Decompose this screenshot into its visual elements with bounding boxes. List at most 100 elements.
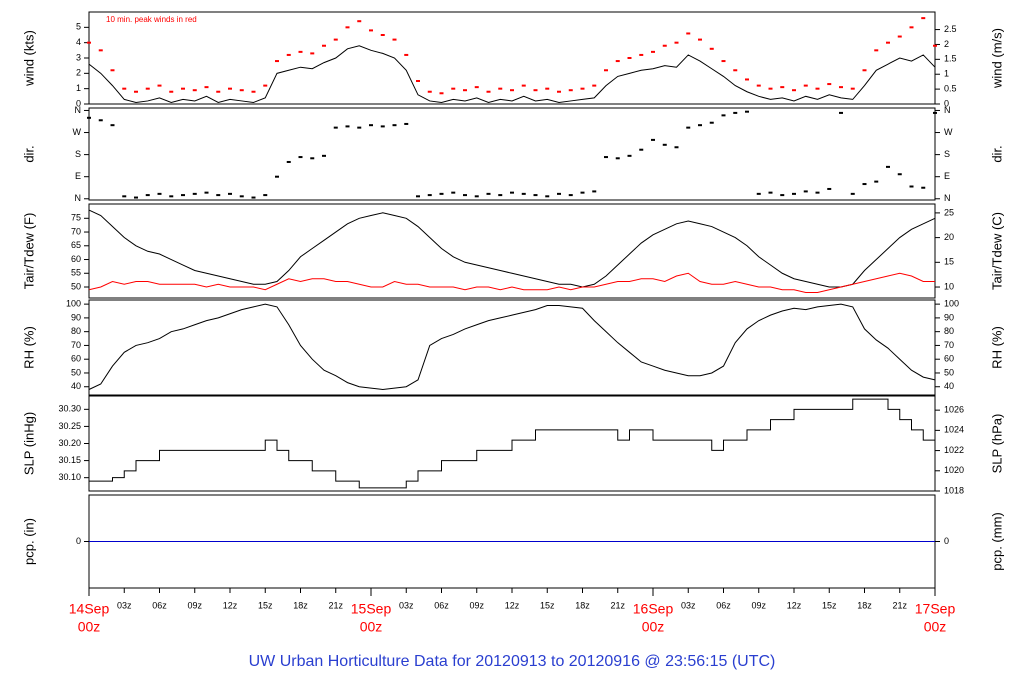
data-point [98, 49, 103, 52]
data-point [251, 90, 256, 93]
data-point [803, 190, 808, 193]
x-day-hour: 00z [642, 619, 665, 635]
data-point [474, 195, 479, 198]
data-point [874, 49, 879, 52]
y-tick-label: 65 [71, 240, 81, 250]
data-point [686, 32, 691, 35]
x-tick-label: 15z [822, 600, 837, 610]
y-tick-label: 75 [71, 213, 81, 223]
x-day-hour: 00z [924, 619, 947, 635]
data-point [721, 60, 726, 63]
x-tick-label: 12z [787, 600, 802, 610]
data-point [756, 84, 761, 87]
y-tick-label: 5 [76, 22, 81, 32]
data-point [733, 111, 738, 114]
x-tick-label: 03z [117, 600, 132, 610]
data-point [392, 124, 397, 127]
data-point [510, 89, 514, 92]
data-point [474, 86, 479, 89]
data-point [909, 26, 914, 29]
y2-tick-label: 100 [944, 299, 959, 309]
y-tick-label: 30.10 [58, 472, 81, 482]
series-line [88, 272, 935, 294]
y2-tick-label: 1020 [944, 465, 964, 475]
data-point [815, 87, 820, 90]
data-point [604, 69, 608, 72]
data-point [369, 124, 373, 127]
y2-tick-label: W [944, 127, 953, 137]
data-point [392, 38, 397, 41]
data-point [580, 87, 585, 90]
x-tick-label: 03z [681, 600, 696, 610]
data-point [909, 185, 914, 188]
data-point [345, 26, 350, 29]
data-point [921, 186, 926, 189]
y2-tick-label: 20 [944, 232, 954, 242]
data-point [416, 195, 420, 198]
data-point [557, 192, 561, 195]
x-tick-label: 06z [716, 600, 731, 610]
data-point [380, 34, 385, 36]
x-tick-label: 18z [293, 600, 308, 610]
y2-tick-label: N [944, 105, 951, 115]
data-point [263, 194, 268, 197]
data-point [933, 111, 937, 114]
y-axis-label: wind (kts) [21, 30, 36, 87]
data-point [545, 195, 550, 198]
data-point [498, 87, 503, 90]
data-point [416, 80, 420, 82]
data-point [639, 148, 644, 151]
data-point [768, 87, 773, 90]
data-point [134, 90, 138, 93]
y-tick-label: 0 [76, 536, 81, 546]
y2-tick-label: 1.5 [944, 54, 957, 64]
y2-tick-label: 0.5 [944, 83, 957, 93]
data-point [404, 122, 409, 125]
data-point [216, 194, 221, 197]
y2-tick-label: N [944, 193, 951, 203]
x-tick-label: 09z [187, 600, 202, 610]
data-point [322, 154, 326, 157]
panel-frame [88, 299, 936, 396]
data-point [627, 57, 632, 59]
data-point [792, 192, 796, 195]
data-point [145, 87, 150, 90]
data-point [310, 157, 315, 160]
y2-tick-label: 40 [944, 381, 954, 391]
data-point [662, 143, 667, 146]
series-line [88, 209, 936, 288]
y-tick-label: 80 [71, 326, 81, 336]
data-point [639, 53, 644, 56]
data-point [98, 119, 103, 122]
data-point [662, 44, 667, 47]
y-tick-label: 60 [71, 354, 81, 364]
data-point [251, 196, 256, 199]
data-point [533, 194, 538, 197]
data-point [275, 60, 279, 63]
data-point [486, 192, 491, 195]
data-point [87, 41, 91, 44]
y2-tick-label: 0 [944, 536, 949, 546]
data-point [792, 89, 796, 92]
data-point [310, 52, 315, 55]
y-tick-label: 2 [76, 68, 81, 78]
data-point [886, 41, 890, 44]
y-tick-label: 30.30 [58, 404, 81, 414]
y2-tick-label: 50 [944, 367, 954, 377]
y-tick-label: N [75, 105, 82, 115]
series-line [89, 398, 936, 489]
data-point [181, 87, 185, 90]
data-point [239, 195, 244, 198]
y2-tick-label: 2.5 [944, 24, 957, 34]
data-point [192, 89, 197, 92]
data-point [933, 44, 937, 47]
y-axis-label: dir. [21, 145, 36, 162]
data-point [427, 194, 432, 197]
data-point [615, 60, 620, 63]
y2-axis-label: dir. [989, 145, 1004, 162]
data-point [427, 90, 432, 93]
data-point [275, 175, 279, 178]
x-tick-label: 12z [223, 600, 238, 610]
